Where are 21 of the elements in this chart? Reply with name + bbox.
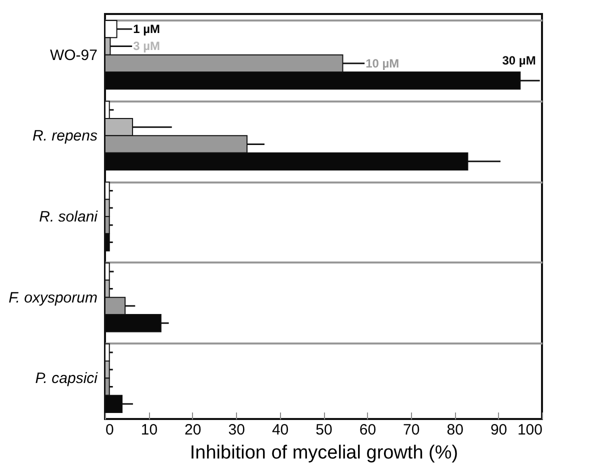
series-label: 3 µM: [133, 39, 160, 54]
x-tick-label: 50: [316, 422, 332, 438]
x-tick-label: 60: [359, 422, 376, 438]
x-tick-label: 0: [106, 422, 114, 438]
series-label: 10 µM: [366, 56, 400, 70]
y-tick-label: WO-97: [50, 46, 98, 64]
y-tick-label: F. oxysporum: [8, 289, 98, 306]
x-axis-title: Inhibition of mycelial growth (%): [190, 442, 458, 464]
x-tick-label: 90: [490, 422, 508, 438]
y-tick-label: P. capsici: [35, 370, 98, 388]
y-tick-label: R. solani: [39, 208, 98, 226]
series-label: 1 µM: [133, 22, 160, 36]
x-tick-label: 20: [184, 422, 202, 438]
x-tick-label: 70: [403, 422, 420, 438]
y-tick-label: R. repens: [32, 128, 98, 145]
x-tick-label: 10: [140, 422, 158, 438]
series-label: 30 µM: [502, 54, 536, 68]
x-tick-label: 30: [228, 422, 245, 438]
x-tick-label: 100: [517, 422, 542, 438]
x-tick-label: 40: [272, 422, 289, 438]
x-tick-label: 80: [446, 422, 464, 438]
